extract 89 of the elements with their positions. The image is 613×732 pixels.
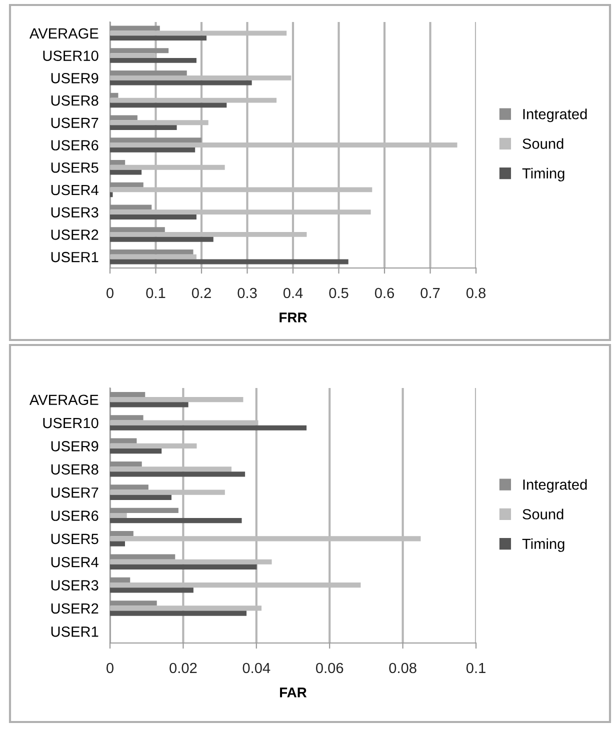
bar [110, 461, 142, 467]
y-tick-label: USER8 [51, 95, 98, 106]
bar [110, 48, 169, 54]
bar [110, 58, 196, 63]
bar [110, 259, 348, 264]
y-tick-label: USER4 [51, 556, 98, 568]
bar [110, 554, 176, 560]
x-tick-label: 0.06 [316, 662, 344, 674]
bar [110, 204, 152, 210]
bar [110, 541, 126, 546]
y-tick-label: USER3 [51, 207, 98, 218]
y-tick-label: USER1 [51, 252, 98, 262]
y-tick-label: USER3 [51, 580, 98, 590]
x-tick-label: 0.5 [329, 288, 348, 298]
bar [110, 392, 146, 398]
bar [110, 508, 178, 513]
bar [110, 448, 162, 454]
x-tick-label: 0.02 [170, 662, 197, 674]
bar [110, 36, 207, 41]
x-axis-title: FRR [280, 312, 307, 322]
bar [110, 227, 165, 232]
bar [110, 115, 138, 120]
bar [110, 484, 148, 490]
bar [110, 147, 196, 152]
bar [110, 102, 227, 108]
x-tick-label: 0.04 [242, 662, 270, 674]
y-tick-label: AVERAGE [29, 28, 98, 39]
bar [110, 92, 118, 98]
x-tick-label: 0.7 [420, 288, 440, 298]
bar [110, 494, 172, 500]
bar [110, 512, 127, 518]
x-tick-label: 0.3 [238, 288, 257, 298]
legend-label: Integrated [523, 479, 587, 493]
bar [110, 518, 242, 524]
legend-label: Sound [522, 138, 564, 149]
bar [110, 610, 247, 616]
y-tick-label: USER5 [51, 534, 98, 544]
x-tick-label: 0.1 [146, 288, 166, 298]
y-tick-label: USER9 [51, 73, 98, 84]
y-tick-label: USER2 [51, 230, 98, 240]
y-tick-label: USER10 [43, 418, 98, 428]
bar [110, 254, 196, 260]
bar [110, 125, 177, 130]
legend-label: Timing [522, 168, 564, 182]
y-tick-label: USER6 [51, 510, 98, 521]
bar [110, 425, 307, 430]
y-tick-label: USER4 [51, 184, 98, 196]
x-tick-label: 0 [106, 662, 114, 674]
x-tick-label: 0 [106, 288, 114, 298]
y-tick-label: USER6 [51, 140, 98, 150]
bar [110, 438, 137, 444]
bar [110, 415, 144, 420]
bar [110, 80, 252, 86]
x-tick-label: 0.2 [192, 288, 211, 298]
bar [110, 192, 113, 198]
bar [110, 236, 214, 242]
x-tick-label: 0.08 [389, 662, 416, 674]
bar [110, 249, 194, 254]
y-tick-label: AVERAGE [29, 394, 98, 406]
bar [110, 472, 246, 477]
bar [110, 70, 187, 76]
x-tick-label: 0.4 [283, 288, 303, 298]
x-tick-label: 0.8 [466, 288, 486, 298]
y-tick-label: USER5 [51, 162, 98, 173]
bar [110, 160, 126, 165]
legend-label: Integrated [523, 108, 587, 122]
bar [110, 182, 144, 188]
y-tick-label: USER7 [51, 487, 98, 498]
bar [110, 531, 134, 536]
legend-label: Sound [522, 508, 564, 520]
legend-label: Timing [522, 538, 564, 552]
x-axis-title: FAR [280, 688, 307, 698]
bar [110, 577, 130, 582]
y-tick-label: USER8 [51, 464, 98, 475]
y-tick-label: USER1 [51, 626, 98, 637]
x-tick-label: 0.6 [374, 288, 394, 298]
x-tick-label: 0.1 [466, 662, 486, 674]
bar [110, 170, 142, 175]
bar [110, 138, 202, 143]
y-tick-label: USER9 [51, 441, 98, 452]
bar [110, 564, 257, 570]
bar [110, 600, 157, 606]
y-tick-label: USER7 [51, 118, 98, 128]
bar [110, 588, 194, 593]
bar [110, 26, 160, 31]
bar [110, 402, 188, 408]
y-tick-label: USER10 [43, 50, 98, 61]
bar [110, 214, 196, 220]
y-tick-label: USER2 [51, 603, 98, 614]
